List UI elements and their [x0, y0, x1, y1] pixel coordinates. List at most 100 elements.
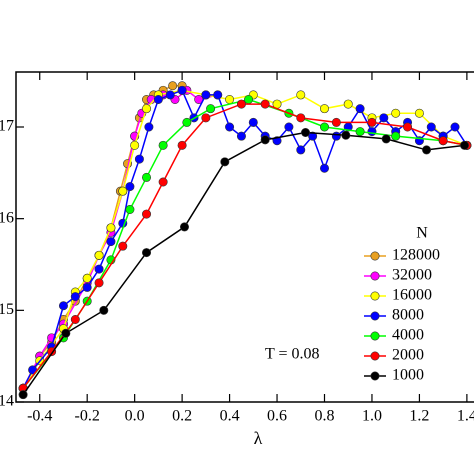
data-point	[134, 154, 144, 164]
y-tick-label: 16	[0, 209, 14, 226]
legend-label: 2000	[392, 347, 424, 364]
data-point	[106, 237, 116, 247]
legend-swatch-marker	[370, 291, 380, 301]
data-point	[450, 122, 460, 132]
data-point	[331, 117, 341, 127]
data-point	[225, 95, 235, 105]
data-point	[94, 278, 104, 288]
legend-swatch-marker	[370, 311, 380, 321]
legend-label: 16000	[392, 287, 432, 304]
legend-swatch-marker	[370, 371, 380, 381]
data-point	[70, 314, 80, 324]
data-point	[177, 140, 187, 150]
data-point	[18, 390, 28, 400]
data-point	[82, 273, 92, 283]
data-point	[142, 172, 152, 182]
data-point	[61, 328, 71, 338]
data-point	[379, 113, 389, 123]
legend-label: 8000	[392, 307, 424, 324]
x-tick-label: -0.4	[27, 408, 52, 425]
legend-title: N	[416, 225, 428, 242]
data-point	[118, 186, 128, 196]
data-point	[301, 128, 311, 138]
data-point	[182, 117, 192, 127]
data-point	[225, 122, 235, 132]
data-point	[236, 99, 246, 109]
data-point	[403, 122, 413, 132]
legend-swatch-marker	[370, 251, 380, 261]
data-point	[179, 222, 189, 232]
x-tick-label: 0.8	[314, 408, 334, 425]
data-point	[438, 136, 448, 146]
data-point	[343, 99, 353, 109]
data-point	[158, 177, 168, 187]
data-point	[319, 163, 329, 173]
data-point	[367, 117, 377, 127]
data-point	[99, 305, 109, 315]
legend-swatch-marker	[370, 271, 380, 281]
legend-swatch-marker	[370, 351, 380, 361]
data-point	[308, 131, 318, 141]
y-tick-label: 14	[0, 393, 14, 410]
x-tick-label: 1.2	[409, 408, 429, 425]
legend-label: 4000	[392, 327, 424, 344]
x-tick-label: 0.6	[267, 408, 287, 425]
data-point	[260, 99, 270, 109]
data-point	[355, 104, 365, 114]
data-point	[142, 209, 152, 219]
data-point	[201, 113, 211, 123]
data-point	[201, 90, 211, 100]
data-point	[142, 104, 152, 114]
data-point	[144, 122, 154, 132]
data-point	[125, 205, 135, 215]
x-tick-label: 0.0	[125, 408, 145, 425]
series-line	[22, 85, 183, 389]
y-tick-label: 17	[0, 118, 14, 135]
data-point	[367, 127, 377, 137]
x-axis-label: λ	[254, 428, 263, 448]
data-point	[125, 182, 135, 192]
annotation: T = 0.08	[265, 346, 320, 363]
data-point	[341, 130, 351, 140]
data-point	[82, 282, 92, 292]
data-point	[426, 122, 436, 132]
data-point	[296, 113, 306, 123]
data-point	[168, 81, 178, 91]
data-point	[94, 264, 104, 274]
legend-swatch-marker	[370, 331, 380, 341]
data-point	[70, 292, 80, 302]
data-point	[118, 241, 128, 251]
data-point	[296, 90, 306, 100]
data-point	[460, 140, 470, 150]
x-tick-label: 1.4	[457, 408, 474, 425]
data-point	[296, 145, 306, 155]
data-point	[284, 122, 294, 132]
data-point	[206, 104, 216, 114]
data-point	[165, 90, 175, 100]
legend-label: 128000	[392, 247, 440, 264]
data-point	[248, 117, 258, 127]
data-point	[106, 223, 116, 233]
y-tick-label: 15	[0, 301, 14, 318]
data-point	[153, 95, 163, 105]
x-tick-label: 0.2	[172, 408, 192, 425]
data-point	[158, 140, 168, 150]
data-point	[260, 135, 270, 145]
series-line	[22, 131, 465, 396]
legend-label: 1000	[392, 367, 424, 384]
data-point	[319, 122, 329, 132]
data-point	[381, 134, 391, 144]
data-point	[391, 131, 401, 141]
data-point	[94, 250, 104, 260]
x-tick-label: 1.0	[362, 408, 382, 425]
data-point	[414, 108, 424, 118]
data-point	[130, 140, 140, 150]
data-point	[355, 127, 365, 137]
data-point	[142, 248, 152, 258]
data-point	[319, 104, 329, 114]
legend-label: 32000	[392, 267, 432, 284]
data-point	[58, 301, 68, 311]
data-point	[236, 131, 246, 141]
x-tick-label: 0.4	[220, 408, 240, 425]
